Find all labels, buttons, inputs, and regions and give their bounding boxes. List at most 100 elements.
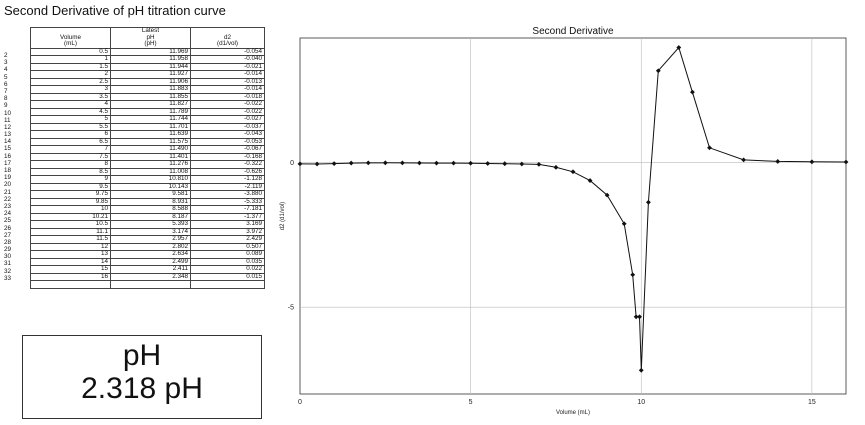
- cell-d2: -0.027: [190, 115, 265, 124]
- table-row: 9 10.810 -1.128: [30, 175, 265, 184]
- row-number: 26: [4, 224, 12, 232]
- data-point: [630, 272, 636, 278]
- table-row: 6.5 11.575 -0.053: [30, 137, 265, 146]
- cell-volume: 3.5: [30, 92, 111, 101]
- cell-volume: 15: [30, 265, 111, 274]
- data-point: [690, 89, 695, 95]
- ph-meter-display: pH 2.318 pH: [22, 335, 262, 419]
- data-point: [843, 159, 849, 165]
- table-row: 1.5 11.944 -0.021: [30, 62, 265, 71]
- cell-volume: 10.5: [30, 220, 111, 229]
- cell-ph: 8.588: [110, 205, 191, 214]
- cell-ph: 11.927: [110, 70, 191, 79]
- cell-ph: 9.581: [110, 190, 191, 199]
- row-number: 4: [4, 66, 8, 74]
- plot-frame: [299, 37, 847, 395]
- table-row: 10 8.588 -7.181: [30, 205, 265, 214]
- table-row: 8.5 11.008 -0.626: [30, 167, 265, 176]
- cell-ph: 11.827: [110, 100, 191, 109]
- second-derivative-chart: 0 5 10 15 0 -5 Second Derivative Volume (mL) d2 …: [280, 26, 849, 416]
- cell-ph: 11.744: [110, 115, 191, 124]
- cell-ph: 2.634: [110, 250, 191, 259]
- data-point: [646, 199, 651, 205]
- row-number: 31: [4, 260, 12, 268]
- row-number: 16: [4, 152, 12, 160]
- row-number: 18: [4, 167, 12, 174]
- row-number: 12: [4, 123, 12, 131]
- data-point: [604, 192, 610, 198]
- meter-value: 2.318 pH: [81, 372, 203, 405]
- table-row: 13 2.634 0.089: [30, 250, 265, 259]
- row-number: 11: [4, 116, 11, 124]
- data-point: [809, 159, 815, 165]
- cell-d2: 3.169: [190, 220, 265, 229]
- cell-volume: 9.75: [30, 190, 111, 199]
- cell-d2: -0.014: [190, 70, 265, 79]
- x-tick-label: 0: [298, 399, 302, 406]
- cell-ph: 11.276: [110, 160, 191, 169]
- table-row: 2.5 11.906 -0.013: [30, 77, 265, 86]
- data-point: [365, 160, 371, 166]
- data-point: [587, 178, 593, 183]
- row-number: 27: [4, 231, 12, 239]
- cell-ph: 2.957: [110, 235, 191, 244]
- cell-volume: 0.5: [30, 47, 111, 56]
- row-number: 21: [4, 188, 12, 196]
- y-tick-label: -5: [288, 305, 294, 312]
- cell-ph: 2.411: [110, 265, 191, 274]
- series-line: [299, 46, 847, 371]
- cell-volume: 2: [30, 70, 111, 79]
- column-header-d2: d2: [190, 34, 265, 41]
- cell-volume: 1: [30, 55, 111, 64]
- cell-ph: 10.810: [110, 175, 191, 184]
- row-number: 6: [4, 80, 8, 88]
- data-point: [707, 145, 712, 151]
- row-number: 15: [4, 145, 12, 153]
- data-point: [655, 68, 661, 74]
- data-point: [399, 160, 405, 166]
- data-table: Latest Volume pH d2 (mL) (pH) (d1/vol) 0…: [30, 27, 265, 289]
- column-unit-d2: (d1/vol): [190, 40, 265, 49]
- table-row: 15 2.411 0.022: [30, 265, 265, 274]
- table-row: 10.21 8.187 -1.377: [30, 212, 265, 221]
- cell-volume: 16: [30, 272, 111, 281]
- table-row: 9.75 9.581 -3.880: [30, 190, 265, 199]
- cell-volume: 9: [30, 175, 111, 184]
- row-number: 8: [4, 95, 8, 103]
- chart-title: Second Derivative: [532, 26, 614, 37]
- page-title: Second Derivative of pH titration curve: [4, 3, 226, 18]
- data-point: [676, 45, 682, 50]
- cell-ph: 5.393: [110, 220, 191, 229]
- data-point: [638, 367, 644, 373]
- data-point: [536, 161, 542, 167]
- data-point: [775, 159, 781, 164]
- data-point: [451, 160, 456, 166]
- cell-volume: [30, 280, 111, 289]
- cell-d2: -1.128: [190, 175, 265, 184]
- row-number: 2: [4, 52, 8, 59]
- data-point: [621, 221, 627, 227]
- meter-label: pH: [122, 339, 162, 372]
- cell-volume: 5: [30, 115, 111, 124]
- cell-volume: 7: [30, 145, 111, 154]
- table-row: 2 11.927 -0.014: [30, 70, 265, 79]
- row-number: 28: [4, 238, 12, 246]
- row-number: 3: [4, 59, 8, 67]
- y-tick-label: 0: [290, 160, 294, 167]
- table-row: 11.1 3.174 3.972: [30, 227, 265, 236]
- cell-d2: -3.880: [190, 190, 265, 199]
- data-point: [637, 314, 642, 320]
- data-point: [348, 160, 354, 166]
- y-axis-label: d2 (d1/vol): [280, 202, 286, 230]
- table-row: 4.5 11.789 -0.022: [30, 107, 265, 116]
- table-row: 4 11.827 -0.022: [30, 100, 265, 109]
- table-row: 11.5 2.957 2.429: [30, 235, 265, 244]
- cell-volume: 8: [30, 160, 111, 169]
- cell-d2: -0.322: [190, 160, 265, 169]
- row-number: 32: [4, 267, 12, 275]
- cell-d2: -0.043: [190, 130, 265, 139]
- data-point: [468, 160, 474, 166]
- cell-volume: 3: [30, 85, 111, 94]
- table-row: 1 11.958 -0.040: [30, 55, 265, 64]
- cell-volume: 9.85: [30, 197, 111, 206]
